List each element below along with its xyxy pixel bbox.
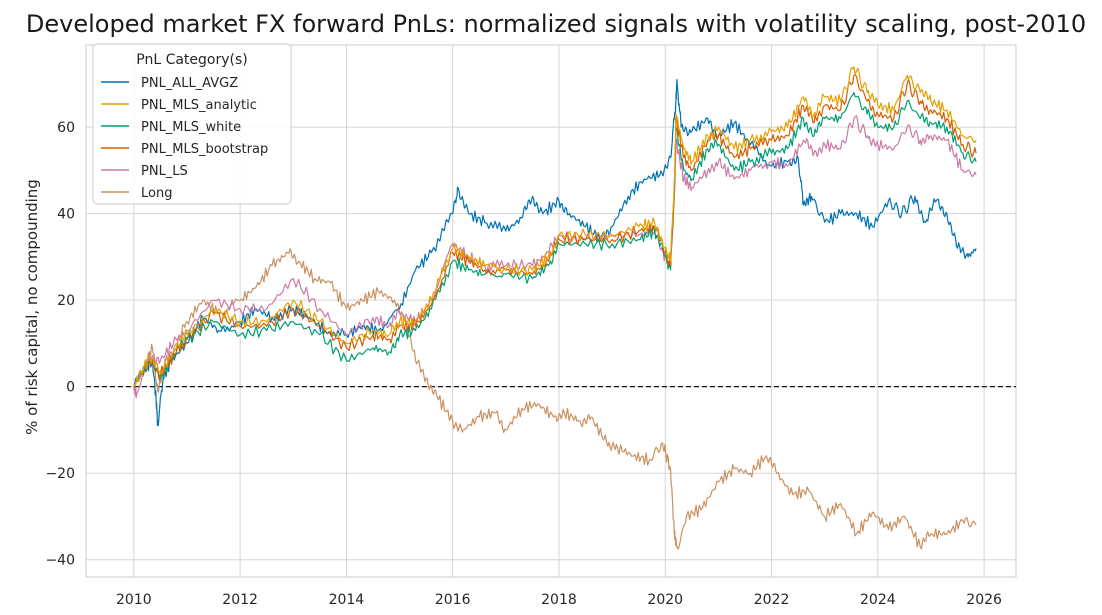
legend-label: PNL_LS	[141, 164, 188, 179]
y-axis-label: % of risk capital, no compounding	[23, 179, 41, 435]
x-tick-label: 2010	[116, 592, 152, 608]
legend-label: PNL_ALL_AVGZ	[141, 76, 238, 91]
legend-label: PNL_MLS_white	[141, 120, 241, 135]
series-line-2	[133, 92, 977, 387]
x-axis-ticks: 2010 2012 2014 2016 2018 2020 2022 2024 2026	[116, 592, 1002, 608]
y-tick-label: 20	[57, 293, 75, 309]
legend-label: PNL_MLS_bootstrap	[141, 142, 268, 157]
legend-title: PnL Category(s)	[136, 52, 248, 68]
x-tick-label: 2026	[966, 592, 1002, 608]
legend-label: Long	[141, 186, 172, 201]
series-line-3	[133, 74, 977, 387]
x-tick-label: 2020	[647, 592, 683, 608]
y-tick-label: 0	[66, 380, 75, 396]
x-tick-label: 2022	[754, 592, 790, 608]
x-tick-label: 2024	[860, 592, 896, 608]
chart-title: Developed market FX forward PnLs: normal…	[26, 10, 1086, 38]
series-line-1	[133, 66, 977, 387]
x-tick-label: 2014	[329, 592, 365, 608]
legend-box	[92, 43, 292, 205]
y-tick-label: 60	[57, 120, 75, 136]
legend-label: PNL_MLS_analytic	[141, 98, 257, 113]
series-line-4	[133, 115, 977, 399]
y-axis-ticks: −40 −20 0 20 40 60	[45, 120, 75, 569]
x-tick-label: 2016	[435, 592, 471, 608]
y-tick-label: 40	[57, 207, 75, 223]
series-line-5	[133, 248, 977, 550]
y-tick-label: −20	[45, 466, 75, 482]
x-tick-label: 2018	[541, 592, 577, 608]
x-tick-label: 2012	[222, 592, 258, 608]
y-tick-label: −40	[45, 553, 75, 569]
series-layer	[133, 66, 977, 550]
legend: PnL Category(s) PNL_ALL_AVGZ PNL_MLS_analy…	[92, 43, 292, 205]
